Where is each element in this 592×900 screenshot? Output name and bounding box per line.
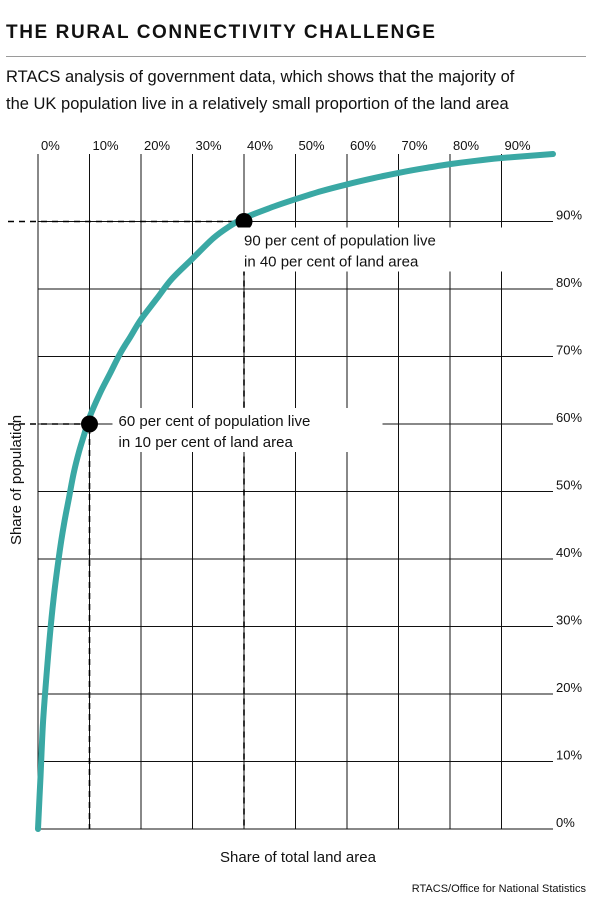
highlight-point-1 xyxy=(235,213,253,230)
y-tick-label: 30% xyxy=(556,613,582,628)
x-tick-label: 70% xyxy=(402,138,428,153)
y-tick-label: 70% xyxy=(556,343,582,358)
y-tick-label: 90% xyxy=(556,208,582,223)
callout-background-1 xyxy=(238,227,508,272)
y-tick-label: 40% xyxy=(556,545,582,560)
callout-label-1-line-0: 90 per cent of population live xyxy=(244,233,436,250)
x-tick-label: 50% xyxy=(299,138,325,153)
y-tick-label: 10% xyxy=(556,748,582,763)
chart-title: THE RURAL CONNECTIVITY CHALLENGE xyxy=(6,22,437,43)
title-divider xyxy=(6,56,586,57)
x-tick-label: 0% xyxy=(41,138,60,153)
y-tick-label: 80% xyxy=(556,275,582,290)
y-tick-label: 0% xyxy=(556,815,575,830)
x-tick-label: 20% xyxy=(144,138,170,153)
population-curve xyxy=(35,151,556,832)
source-note: RTACS/Office for National Statistics xyxy=(411,883,586,895)
x-tick-label: 80% xyxy=(453,138,479,153)
y-axis-label: Share of population xyxy=(8,415,25,545)
y-tick-label: 20% xyxy=(556,680,582,695)
subtitle-line-2: the UK population live in a relatively s… xyxy=(6,95,509,113)
callout-label-1-line-1: in 40 per cent of land area xyxy=(244,254,419,271)
x-tick-label: 40% xyxy=(247,138,273,153)
x-tick-label: 30% xyxy=(196,138,222,153)
callout-background-0 xyxy=(112,408,383,452)
y-tick-label: 60% xyxy=(556,410,582,425)
x-tick-label: 10% xyxy=(93,138,119,153)
highlight-point-0 xyxy=(81,415,98,433)
callout-label-0-line-1: in 10 per cent of land area xyxy=(119,434,294,451)
subtitle-line-1: RTACS analysis of government data, which… xyxy=(6,68,515,86)
chart-plot: 0% 10% 20% 30% 40% 50% 60% 70% 80% 90% 0% 10% 20% 30%… xyxy=(8,138,582,866)
x-axis-label: Share of total land area xyxy=(220,849,377,866)
x-tick-label: 90% xyxy=(505,138,531,153)
x-tick-label: 60% xyxy=(350,138,376,153)
callout-label-0-line-0: 60 per cent of population live xyxy=(119,413,311,430)
chart-subtitle: RTACS analysis of government data, which… xyxy=(6,64,592,118)
y-tick-label: 50% xyxy=(556,478,582,493)
